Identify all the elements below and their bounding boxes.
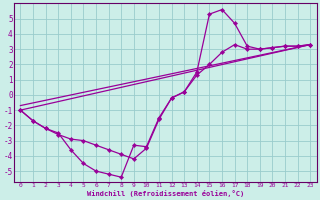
X-axis label: Windchill (Refroidissement éolien,°C): Windchill (Refroidissement éolien,°C)	[87, 190, 244, 197]
